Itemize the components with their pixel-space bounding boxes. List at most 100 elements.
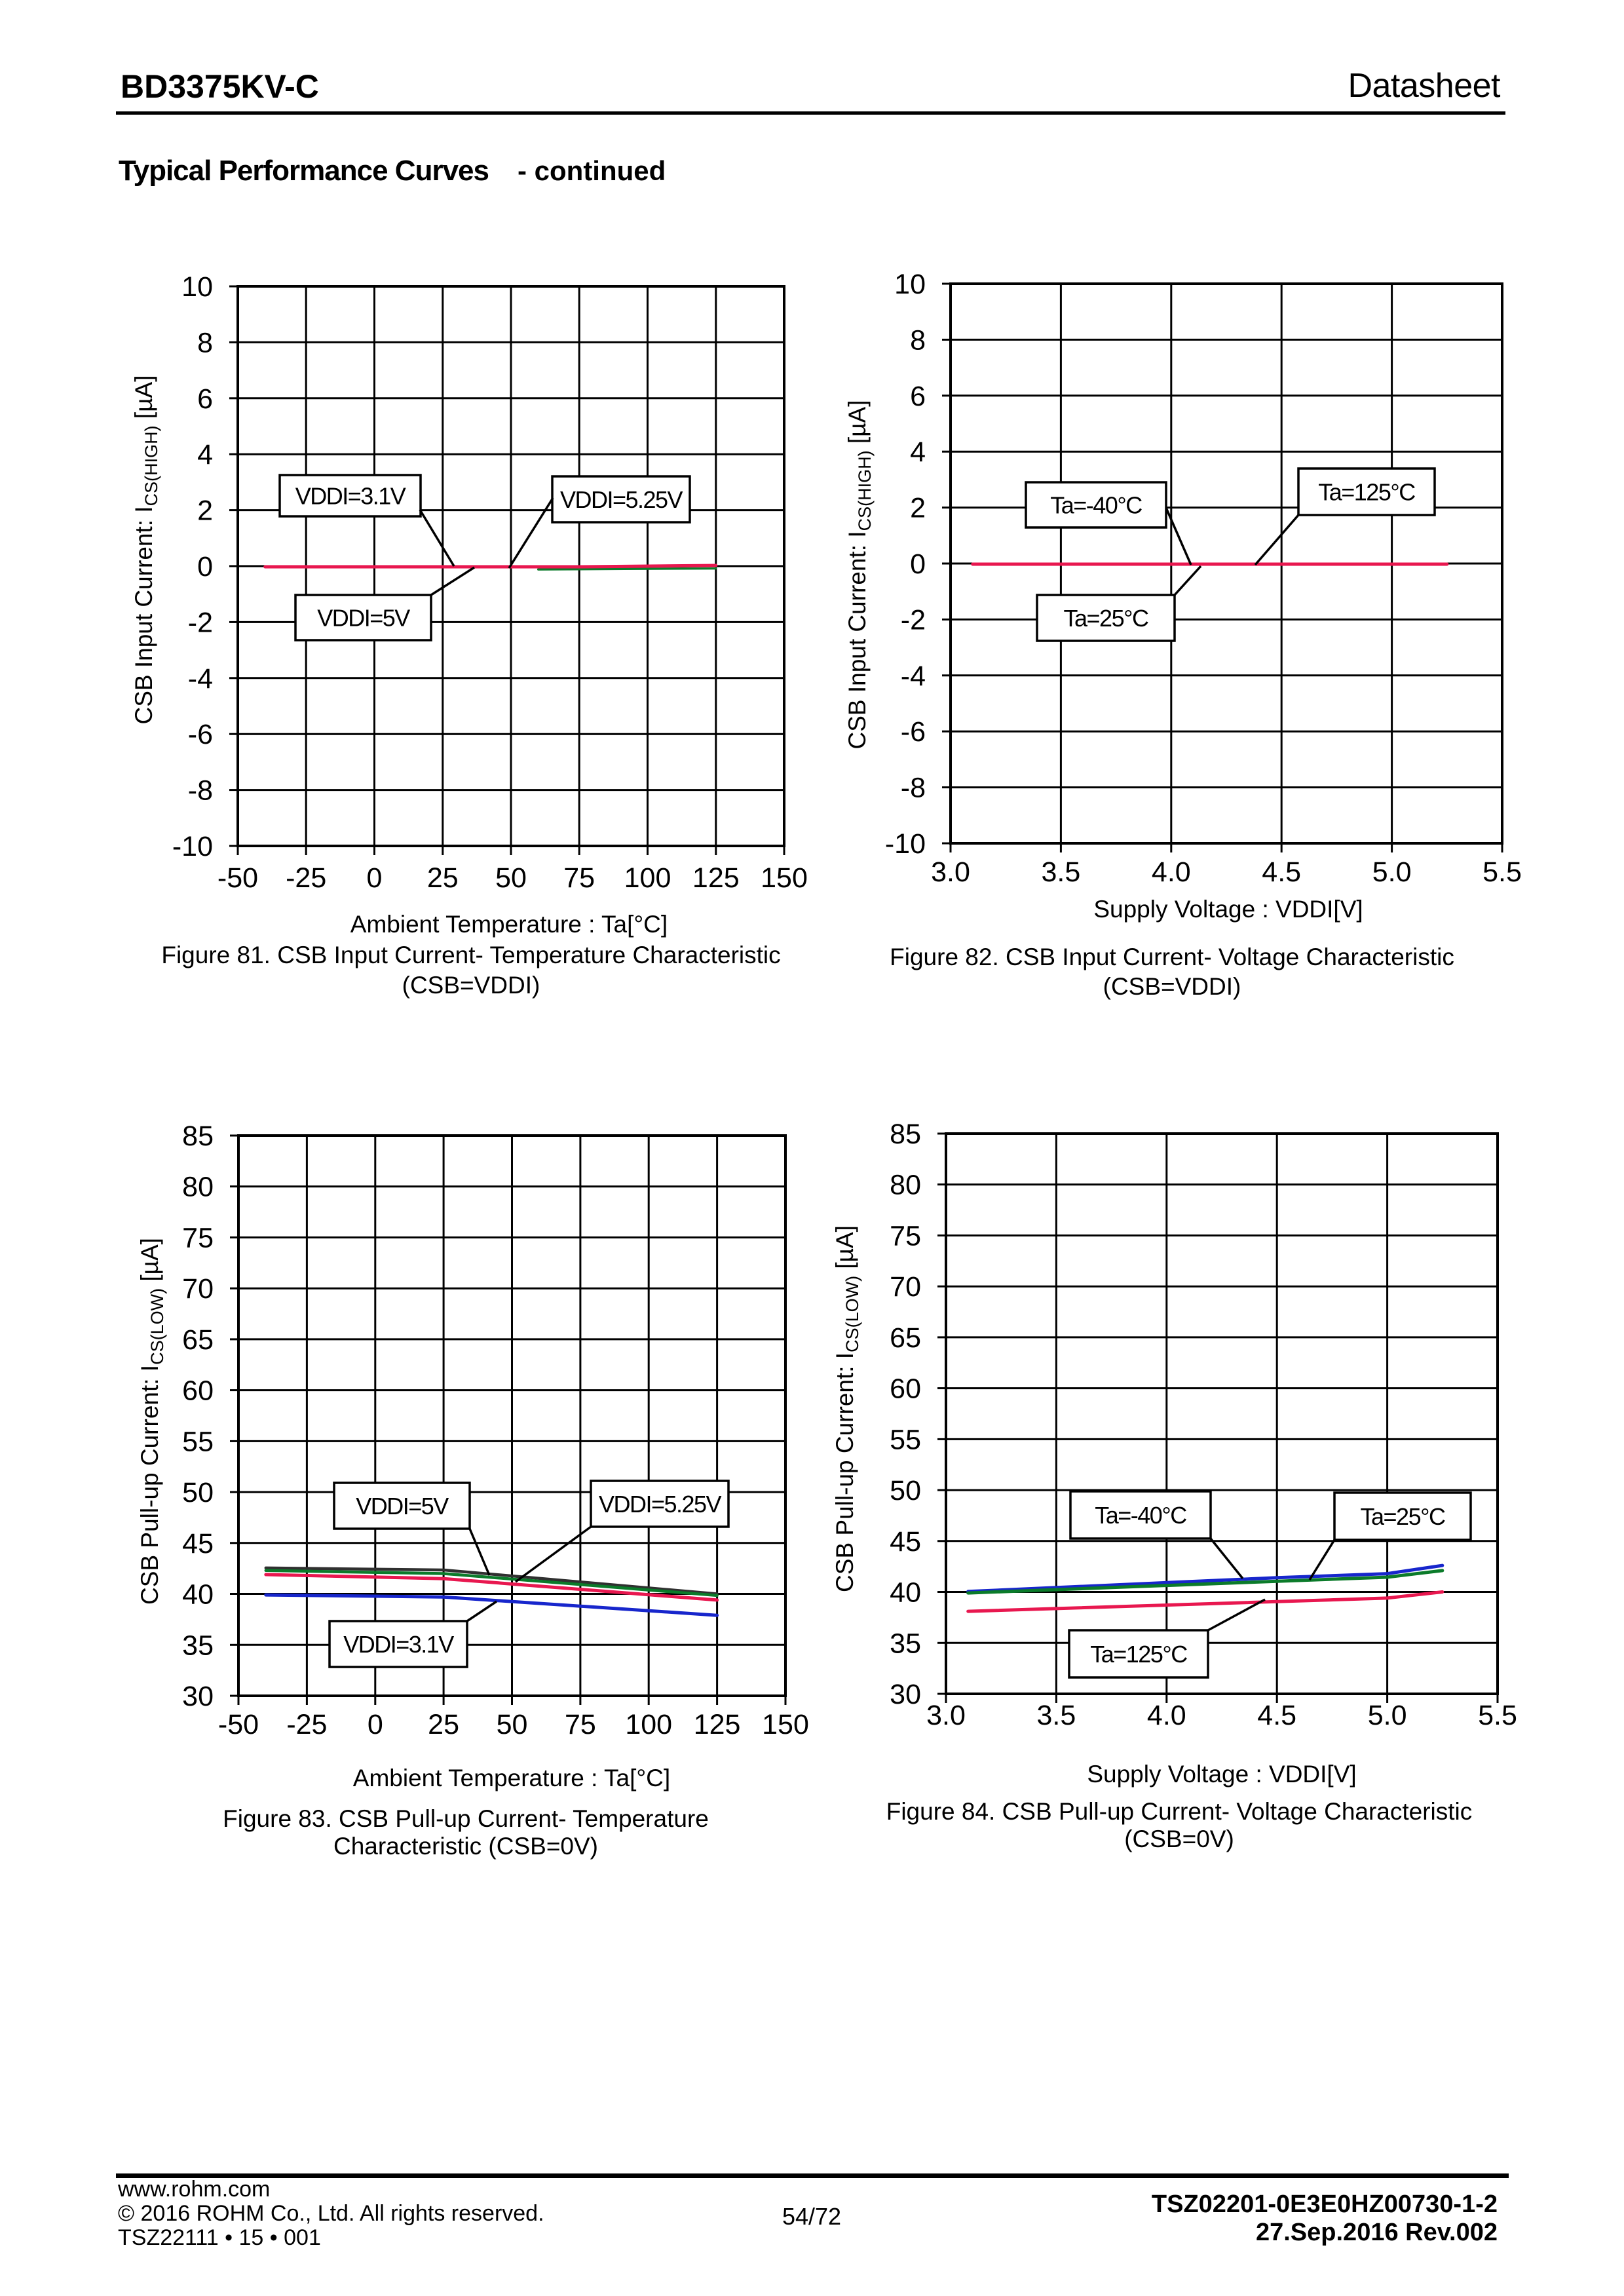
svg-text:CSB Pull-up Current: ICS(LOW): CSB Pull-up Current: ICS(LOW) [µA] xyxy=(831,1225,862,1592)
svg-text:50: 50 xyxy=(497,1709,528,1740)
svg-text:100: 100 xyxy=(624,862,671,894)
svg-text:8: 8 xyxy=(197,327,213,358)
svg-text:VDDI=3.1V: VDDI=3.1V xyxy=(343,1631,454,1658)
svg-text:150: 150 xyxy=(761,862,808,894)
svg-text:30: 30 xyxy=(182,1681,214,1712)
svg-text:0: 0 xyxy=(368,1709,383,1740)
svg-text:50: 50 xyxy=(890,1475,921,1506)
svg-text:5.5: 5.5 xyxy=(1478,1700,1517,1731)
svg-text:(CSB=0V): (CSB=0V) xyxy=(1124,1826,1234,1852)
svg-text:0: 0 xyxy=(910,548,926,580)
svg-text:3.0: 3.0 xyxy=(931,856,970,888)
svg-text:0: 0 xyxy=(367,862,383,894)
svg-text:8: 8 xyxy=(910,324,926,356)
svg-text:(CSB=VDDI): (CSB=VDDI) xyxy=(1103,973,1241,1000)
svg-text:-10: -10 xyxy=(885,828,926,860)
svg-text:3.5: 3.5 xyxy=(1037,1700,1076,1731)
svg-text:CSB Input Current: ICS(HIGH) [: CSB Input Current: ICS(HIGH) [µA] xyxy=(130,375,161,725)
svg-text:80: 80 xyxy=(890,1170,921,1201)
svg-text:4: 4 xyxy=(197,439,213,470)
svg-text:54/72: 54/72 xyxy=(782,2203,841,2230)
svg-text:Datasheet: Datasheet xyxy=(1348,67,1501,105)
svg-text:(CSB=VDDI): (CSB=VDDI) xyxy=(402,972,540,999)
svg-text:25: 25 xyxy=(428,1709,459,1740)
svg-text:75: 75 xyxy=(563,862,595,894)
svg-text:5.5: 5.5 xyxy=(1482,856,1522,888)
svg-text:- continued: - continued xyxy=(518,155,666,186)
svg-text:-8: -8 xyxy=(188,775,213,807)
svg-text:4.5: 4.5 xyxy=(1257,1700,1296,1731)
svg-text:VDDI=5V: VDDI=5V xyxy=(356,1493,449,1520)
svg-text:5.0: 5.0 xyxy=(1372,856,1412,888)
svg-text:27.Sep.2016 Rev.002: 27.Sep.2016 Rev.002 xyxy=(1256,2219,1498,2246)
svg-text:Ta=-40°C: Ta=-40°C xyxy=(1050,492,1142,519)
svg-text:3.5: 3.5 xyxy=(1042,856,1081,888)
svg-text:-50: -50 xyxy=(218,1709,259,1740)
svg-text:75: 75 xyxy=(890,1221,921,1252)
svg-text:Supply Voltage : VDDI[V]: Supply Voltage : VDDI[V] xyxy=(1093,896,1363,923)
svg-text:Ta=25°C: Ta=25°C xyxy=(1361,1503,1445,1530)
svg-text:3.0: 3.0 xyxy=(926,1700,966,1731)
svg-text:TSZ22111 • 15 • 001: TSZ22111 • 15 • 001 xyxy=(118,2225,321,2250)
svg-text:45: 45 xyxy=(182,1528,214,1559)
svg-text:www.rohm.com: www.rohm.com xyxy=(117,2177,270,2202)
svg-text:0: 0 xyxy=(197,551,213,583)
svg-text:Ambient Temperature : Ta[°C]: Ambient Temperature : Ta[°C] xyxy=(350,911,668,938)
svg-text:-50: -50 xyxy=(217,862,258,894)
svg-text:80: 80 xyxy=(182,1172,214,1203)
svg-text:-4: -4 xyxy=(901,660,926,692)
svg-text:-4: -4 xyxy=(188,663,213,695)
svg-text:60: 60 xyxy=(890,1373,921,1405)
svg-text:125: 125 xyxy=(692,862,740,894)
svg-text:85: 85 xyxy=(182,1120,214,1152)
svg-text:-2: -2 xyxy=(188,607,213,638)
svg-text:40: 40 xyxy=(890,1577,921,1609)
svg-text:-6: -6 xyxy=(901,716,926,748)
svg-text:Ta=125°C: Ta=125°C xyxy=(1090,1641,1187,1668)
svg-text:Supply Voltage : VDDI[V]: Supply Voltage : VDDI[V] xyxy=(1087,1761,1356,1788)
svg-text:4.5: 4.5 xyxy=(1262,856,1301,888)
svg-text:55: 55 xyxy=(182,1426,214,1457)
svg-text:Figure 81. CSB Input Current-: Figure 81. CSB Input Current- Temperatur… xyxy=(161,942,780,968)
svg-text:CSB Input Current: ICS(HIGH) [: CSB Input Current: ICS(HIGH) [µA] xyxy=(844,400,875,750)
svg-text:© 2016 ROHM Co., Ltd. All righ: © 2016 ROHM Co., Ltd. All rights reserve… xyxy=(118,2201,544,2226)
svg-text:85: 85 xyxy=(890,1119,921,1150)
svg-text:2: 2 xyxy=(197,495,213,527)
svg-text:-8: -8 xyxy=(901,773,926,804)
svg-text:VDDI=5.25V: VDDI=5.25V xyxy=(599,1491,722,1518)
svg-text:50: 50 xyxy=(495,862,527,894)
svg-text:4: 4 xyxy=(910,436,926,468)
svg-text:VDDI=5V: VDDI=5V xyxy=(317,605,410,632)
svg-text:100: 100 xyxy=(625,1709,672,1740)
svg-text:2: 2 xyxy=(910,493,926,524)
svg-text:-2: -2 xyxy=(901,604,926,636)
svg-text:50: 50 xyxy=(182,1477,214,1508)
svg-text:55: 55 xyxy=(890,1424,921,1455)
svg-text:-10: -10 xyxy=(172,831,213,862)
svg-text:60: 60 xyxy=(182,1375,214,1407)
svg-text:25: 25 xyxy=(427,862,459,894)
svg-text:Ta=-40°C: Ta=-40°C xyxy=(1095,1502,1186,1529)
svg-text:Ambient Temperature : Ta[°C]: Ambient Temperature : Ta[°C] xyxy=(353,1765,670,1791)
svg-text:VDDI=5.25V: VDDI=5.25V xyxy=(560,486,683,513)
svg-text:Characteristic (CSB=0V): Characteristic (CSB=0V) xyxy=(333,1833,598,1860)
svg-text:BD3375KV-C: BD3375KV-C xyxy=(121,68,319,105)
svg-text:CSB Pull-up Current: ICS(LOW): CSB Pull-up Current: ICS(LOW) [µA] xyxy=(136,1238,167,1605)
svg-text:VDDI=3.1V: VDDI=3.1V xyxy=(295,483,406,510)
svg-text:75: 75 xyxy=(565,1709,596,1740)
svg-text:65: 65 xyxy=(182,1324,214,1356)
svg-text:75: 75 xyxy=(182,1223,214,1254)
svg-text:Figure 82. CSB Input Current-: Figure 82. CSB Input Current- Voltage Ch… xyxy=(890,944,1454,970)
svg-text:70: 70 xyxy=(890,1271,921,1303)
svg-text:Ta=125°C: Ta=125°C xyxy=(1318,479,1415,506)
svg-text:TSZ02201-0E3E0HZ00730-1-2: TSZ02201-0E3E0HZ00730-1-2 xyxy=(1152,2191,1498,2218)
svg-text:65: 65 xyxy=(890,1322,921,1354)
svg-text:-25: -25 xyxy=(286,862,326,894)
svg-text:35: 35 xyxy=(890,1628,921,1659)
svg-text:Figure 84. CSB Pull-up Current: Figure 84. CSB Pull-up Current- Voltage … xyxy=(886,1798,1473,1825)
svg-text:5.0: 5.0 xyxy=(1368,1700,1407,1731)
svg-text:6: 6 xyxy=(197,383,213,415)
svg-text:30: 30 xyxy=(890,1679,921,1710)
svg-text:35: 35 xyxy=(182,1630,214,1661)
svg-text:Typical Performance Curves: Typical Performance Curves xyxy=(119,155,489,187)
